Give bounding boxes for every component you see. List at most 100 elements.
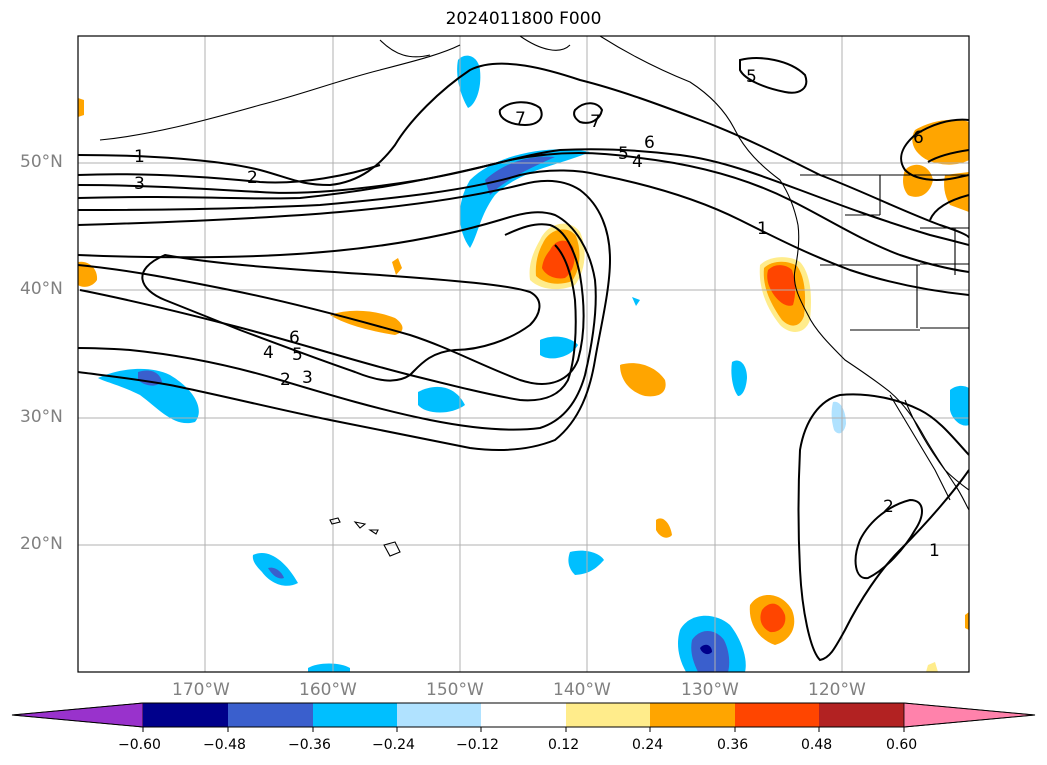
colorbar-segment xyxy=(819,703,904,727)
colorbar-segment xyxy=(397,703,481,727)
hawaii-1 xyxy=(329,517,341,525)
contour-label: 1 xyxy=(929,541,940,561)
map-title: 2024011800 F000 xyxy=(445,9,602,29)
gulf-coast xyxy=(904,399,969,491)
contour-label: 3 xyxy=(302,368,313,388)
contour-labels: 1 2 3 1 2 3 4 5 6 7 7 5 6 5 4 1 6 2 1 xyxy=(134,67,940,561)
colorbar-tick-label: −0.24 xyxy=(372,737,415,753)
contour-label: 5 xyxy=(618,144,629,164)
pos-area xyxy=(965,612,969,630)
state-lines xyxy=(820,214,920,331)
contour-label: 1 xyxy=(134,147,145,167)
neg-area xyxy=(632,297,640,306)
lat-label: 20°N xyxy=(20,534,63,554)
contour-line xyxy=(78,223,585,385)
anomaly-shading xyxy=(78,55,969,672)
contour-label: 6 xyxy=(644,133,655,153)
colorbar-segment xyxy=(143,703,228,727)
gridlines xyxy=(78,36,969,672)
neg-area xyxy=(700,644,712,655)
contour-line xyxy=(854,498,923,580)
contour-label: 2 xyxy=(247,168,258,188)
pos-area xyxy=(78,261,98,287)
contour-label: 1 xyxy=(757,219,768,239)
contour-line xyxy=(78,179,612,451)
colorbar-tick-label: 0.12 xyxy=(548,737,580,753)
colorbar-segment xyxy=(313,703,397,727)
hawaii-3 xyxy=(368,529,379,535)
contour-line xyxy=(78,152,969,273)
neg-area xyxy=(459,149,590,248)
pos-area xyxy=(903,164,933,197)
contour-line xyxy=(78,164,381,184)
lon-label: 150°W xyxy=(426,680,484,700)
lat-label: 50°N xyxy=(20,152,63,172)
contour-line xyxy=(498,101,543,127)
contour-label: 7 xyxy=(590,112,601,132)
contour-line xyxy=(78,148,969,246)
pos-area xyxy=(760,603,786,633)
contour-label: 4 xyxy=(263,343,274,363)
colorbar-tick-label: 0.48 xyxy=(801,737,833,753)
contour-line xyxy=(78,62,969,239)
pos-area xyxy=(767,265,796,306)
contour-label: 5 xyxy=(746,67,757,87)
colorbar-segment xyxy=(481,703,566,727)
colorbar xyxy=(11,702,1036,732)
colorbar-tick-label: 0.24 xyxy=(632,737,664,753)
neg-area xyxy=(308,663,350,672)
lon-label: 120°W xyxy=(808,680,866,700)
neg-area xyxy=(731,360,747,396)
lon-label: 170°W xyxy=(172,680,230,700)
neg-area xyxy=(457,55,481,108)
hawaii-2 xyxy=(353,521,367,529)
colorbar-segment xyxy=(228,703,313,727)
neg-area xyxy=(268,567,284,579)
contour-label: 7 xyxy=(515,109,526,129)
alaska-coast xyxy=(99,36,799,226)
hawaii-4 xyxy=(383,541,401,557)
colorbar-segment xyxy=(735,703,819,727)
colorbar-tick-label: −0.12 xyxy=(456,737,499,753)
neg-area xyxy=(98,368,199,424)
colorbar-tick-label: −0.36 xyxy=(288,737,331,753)
contour-lines xyxy=(78,57,969,662)
contour-label: 6 xyxy=(913,128,924,148)
contour-line xyxy=(927,149,969,163)
neg-area xyxy=(568,550,604,575)
contour-line xyxy=(79,244,577,402)
contour-label: 6 xyxy=(289,328,300,348)
contour-line xyxy=(797,393,969,662)
contour-label: 3 xyxy=(134,174,145,194)
neg-area xyxy=(540,336,578,359)
colorbar-tick-label: 0.60 xyxy=(886,737,918,753)
lat-label: 40°N xyxy=(20,279,63,299)
lon-label: 130°W xyxy=(681,680,739,700)
colorbar-tick-label: −0.60 xyxy=(118,737,161,753)
pos-area xyxy=(542,240,575,279)
contour-line xyxy=(78,169,969,296)
contour-label: 2 xyxy=(280,370,291,390)
lon-label: 140°W xyxy=(553,680,611,700)
lat-label: 30°N xyxy=(20,407,63,427)
colorbar-segment xyxy=(11,702,144,728)
neg-area xyxy=(418,386,465,413)
contour-line xyxy=(141,253,541,382)
canada-border xyxy=(800,174,969,329)
contour-label: 2 xyxy=(883,497,894,517)
pos-area xyxy=(392,258,402,275)
contour-label: 4 xyxy=(632,152,643,172)
contour-line xyxy=(929,194,969,221)
colorbar-segment xyxy=(903,702,1036,728)
contour-line xyxy=(573,102,604,124)
colorbar-tick-label: −0.48 xyxy=(203,737,246,753)
west-coast xyxy=(793,224,969,511)
pos-area xyxy=(656,518,672,538)
contour-line xyxy=(739,57,808,94)
contour-label: 5 xyxy=(292,345,303,365)
colorbar-segment xyxy=(650,703,735,727)
pos-area xyxy=(620,363,666,397)
baja xyxy=(889,394,951,501)
colorbar-segment xyxy=(566,703,650,727)
